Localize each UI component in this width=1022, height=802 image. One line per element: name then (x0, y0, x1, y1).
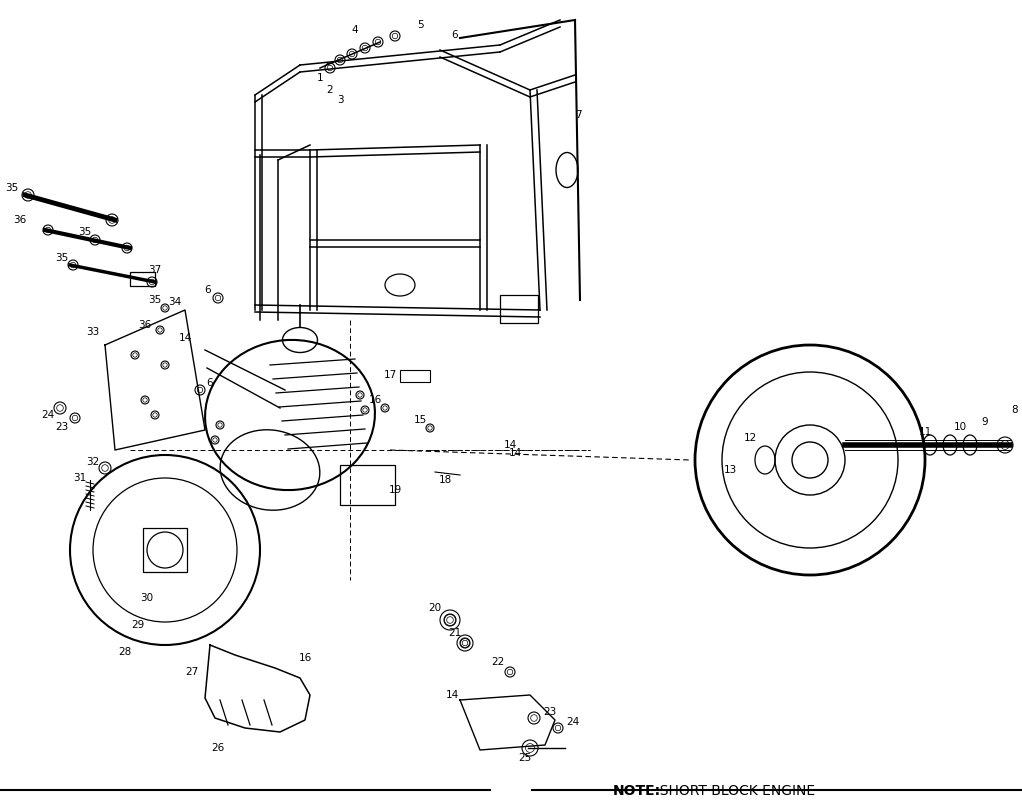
Text: 16: 16 (298, 653, 312, 663)
Text: 14: 14 (179, 333, 192, 343)
Text: 3: 3 (336, 95, 343, 105)
Text: 15: 15 (413, 415, 426, 425)
Text: 9: 9 (982, 417, 988, 427)
Text: 7: 7 (574, 110, 582, 120)
Text: 11: 11 (919, 427, 932, 437)
Text: 12: 12 (743, 433, 756, 443)
Text: 35: 35 (148, 295, 161, 305)
Text: 27: 27 (185, 667, 198, 677)
Text: 5: 5 (417, 20, 423, 30)
Text: 14: 14 (446, 690, 459, 700)
Text: 16: 16 (368, 395, 381, 405)
Text: 28: 28 (119, 647, 132, 657)
Text: 29: 29 (132, 620, 145, 630)
Text: 13: 13 (724, 465, 737, 475)
Text: 1: 1 (317, 73, 323, 83)
Text: 8: 8 (1012, 405, 1018, 415)
Text: 19: 19 (388, 485, 402, 495)
Text: 10: 10 (954, 422, 967, 432)
Text: 34: 34 (169, 297, 182, 307)
Text: 35: 35 (55, 253, 68, 263)
Text: SHORT BLOCK ENGINE: SHORT BLOCK ENGINE (651, 784, 816, 798)
Text: 20: 20 (428, 603, 442, 613)
Text: 36: 36 (138, 320, 151, 330)
Text: 24: 24 (41, 410, 54, 420)
Text: 18: 18 (438, 475, 452, 485)
Text: 2: 2 (327, 85, 333, 95)
Text: 4: 4 (352, 25, 359, 35)
Text: 30: 30 (140, 593, 153, 603)
Text: 23: 23 (55, 422, 68, 432)
Text: NOTE:: NOTE: (613, 784, 661, 798)
Text: 35: 35 (5, 183, 18, 193)
Text: 33: 33 (87, 327, 99, 337)
Text: 37: 37 (148, 265, 161, 275)
Text: 31: 31 (74, 473, 87, 483)
Text: 35: 35 (79, 227, 92, 237)
Text: 26: 26 (212, 743, 225, 753)
Text: 17: 17 (383, 370, 397, 380)
Text: 23: 23 (544, 707, 557, 717)
Text: 21: 21 (449, 628, 462, 638)
Text: 22: 22 (492, 657, 505, 667)
Text: 36: 36 (13, 215, 27, 225)
Text: 6: 6 (452, 30, 458, 40)
Text: 25: 25 (518, 753, 531, 763)
Text: 6: 6 (206, 378, 214, 388)
Text: 6: 6 (204, 285, 212, 295)
Text: 14: 14 (508, 448, 521, 458)
Text: 24: 24 (566, 717, 579, 727)
Text: 32: 32 (87, 457, 99, 467)
Text: 14: 14 (504, 440, 517, 450)
